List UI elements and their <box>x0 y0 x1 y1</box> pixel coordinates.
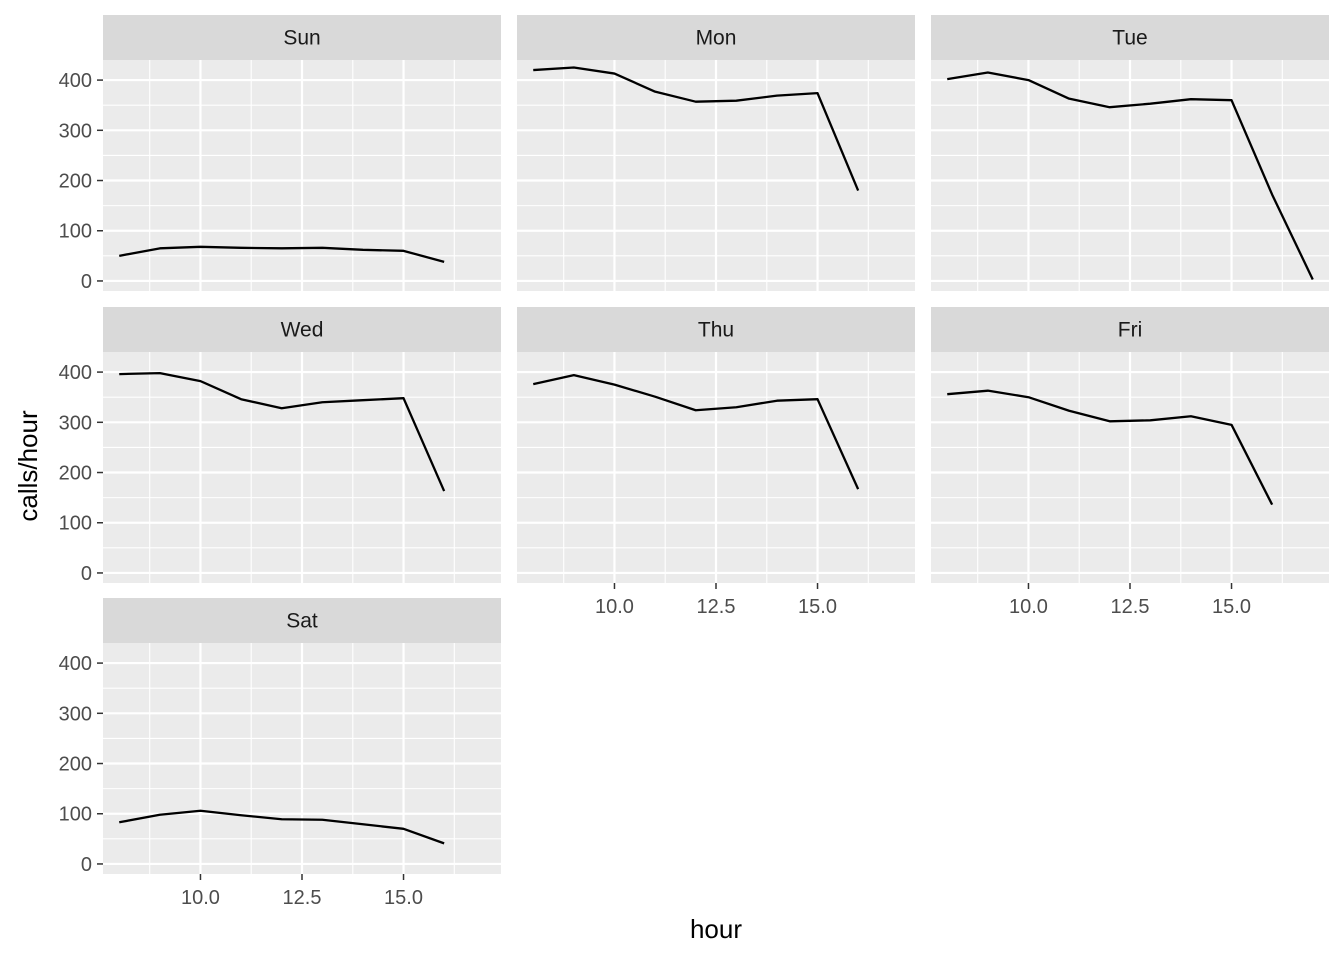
facet-strip-label: Mon <box>696 27 737 50</box>
facet-panel-mon: Mon <box>517 15 915 291</box>
facet-strip <box>931 307 1329 352</box>
y-tick-label: 100 <box>59 513 92 535</box>
facet-panel-sun: Sun 0 100 200 300 400 <box>59 15 501 293</box>
facet-panel-sat: Sat 0 100 200 300 400 10.0 12.5 15.0 <box>59 598 501 909</box>
facet-strip-label: Thu <box>698 319 734 342</box>
x-tick-label: 10.0 <box>181 887 220 909</box>
series-line-sun <box>119 245 445 263</box>
y-axis-title: calls/hour <box>13 410 43 522</box>
y-tick-label: 0 <box>81 563 92 585</box>
facet-strip <box>517 15 915 60</box>
series-line-tue <box>947 71 1314 280</box>
x-tick-label: 12.5 <box>283 887 322 909</box>
x-tick-label: 10.0 <box>1009 596 1048 618</box>
y-tick-label: 200 <box>59 754 92 776</box>
facet-strip <box>103 15 501 60</box>
facet-strip <box>103 307 501 352</box>
x-tick-label: 10.0 <box>595 596 634 618</box>
x-axis-title: hour <box>690 914 742 944</box>
y-tick-label: 300 <box>59 703 92 725</box>
facet-strip-label: Fri <box>1118 319 1143 342</box>
y-tick-label: 0 <box>81 854 92 876</box>
y-tick-label: 100 <box>59 221 92 243</box>
facet-panel-fri: Fri 10.0 12.5 15.0 <box>931 307 1329 618</box>
series-line-sat <box>119 809 445 845</box>
y-tick-label: 0 <box>81 271 92 293</box>
y-tick-label: 200 <box>59 171 92 193</box>
x-tick-label: 15.0 <box>384 887 423 909</box>
facet-panel-thu: Thu 10.0 12.5 15.0 <box>517 307 915 618</box>
facet-strip-label: Sun <box>283 27 320 50</box>
y-tick-label: 300 <box>59 120 92 142</box>
panels: Sun 0 100 200 300 400 Mon Tue Wed 0 100 200 300 400 Th… <box>59 15 1329 909</box>
series-line-fri <box>947 389 1274 506</box>
x-tick-label: 15.0 <box>798 596 837 618</box>
facet-panel-wed: Wed 0 100 200 300 400 <box>59 307 501 585</box>
y-tick-label: 400 <box>59 362 92 384</box>
y-tick-label: 400 <box>59 70 92 92</box>
facet-strip <box>931 15 1329 60</box>
x-tick-label: 15.0 <box>1212 596 1251 618</box>
facet-strip <box>103 598 501 643</box>
y-tick-label: 100 <box>59 804 92 826</box>
y-tick-label: 200 <box>59 463 92 485</box>
facet-panel-tue: Tue <box>931 15 1329 291</box>
y-tick-label: 400 <box>59 653 92 675</box>
series-line-mon <box>533 66 860 192</box>
x-tick-label: 12.5 <box>1111 596 1150 618</box>
series-line-thu <box>532 373 860 490</box>
series-line-wed <box>119 371 446 492</box>
facet-strip <box>517 307 915 352</box>
facet-strip-label: Tue <box>1112 27 1147 50</box>
x-tick-label: 12.5 <box>697 596 736 618</box>
facet-strip-label: Sat <box>286 610 318 633</box>
facet-strip-label: Wed <box>281 319 324 342</box>
y-tick-label: 300 <box>59 412 92 434</box>
